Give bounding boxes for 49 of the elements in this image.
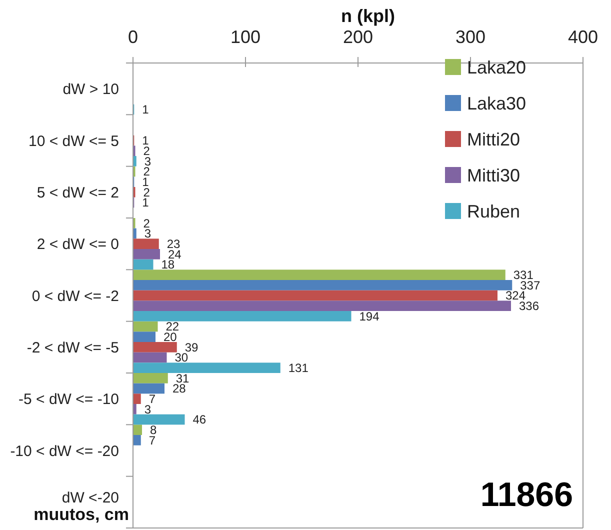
y-tick-label: -5 < dW <= -10 <box>18 391 119 408</box>
bar <box>133 342 177 352</box>
bar <box>133 249 160 260</box>
data-label: 194 <box>359 309 380 324</box>
x-tick-label: 100 <box>230 27 261 47</box>
bar <box>133 311 352 322</box>
bar <box>133 435 141 446</box>
bar <box>133 394 141 404</box>
data-label: 1 <box>142 102 150 117</box>
legend-label: Laka30 <box>467 93 526 114</box>
legend-label: Mitti30 <box>467 165 520 186</box>
bar <box>133 404 136 414</box>
legend-label: Laka20 <box>467 57 526 78</box>
y-tick-label: 2 < dW <= 0 <box>36 236 119 254</box>
data-label: 131 <box>288 361 309 376</box>
annotation: 11866 <box>480 476 573 514</box>
bar <box>133 270 506 280</box>
bar <box>133 383 164 394</box>
x-tick-label: 300 <box>455 27 486 47</box>
bar <box>133 238 159 249</box>
x-tick-label: 400 <box>568 27 598 47</box>
y-tick-label: dW <-20 <box>62 489 119 506</box>
bar <box>133 321 158 332</box>
legend-label: Mitti20 <box>467 129 520 150</box>
bar <box>133 424 142 435</box>
data-label: 46 <box>192 412 206 427</box>
x-axis-title: n (kpl) <box>341 6 395 26</box>
data-label: 7 <box>148 392 156 406</box>
bar <box>133 373 168 384</box>
bar <box>133 362 280 373</box>
y-tick-label: -10 < dW <= -20 <box>10 442 119 460</box>
y-tick-label: 10 < dW <= 5 <box>28 132 119 150</box>
y-tick-label: 0 < dW <= -2 <box>32 288 119 305</box>
bar <box>133 414 185 425</box>
y-tick-label: -2 < dW <= -5 <box>26 339 119 356</box>
bar <box>133 290 498 301</box>
bar <box>133 300 511 311</box>
data-label: 3 <box>144 402 152 416</box>
y-tick-label: 5 < dW <= 2 <box>36 184 119 202</box>
x-tick-label: 200 <box>342 27 374 47</box>
bar <box>133 332 156 342</box>
legend-label: Ruben <box>467 201 520 222</box>
bar <box>133 352 167 363</box>
y-axis-title: muutos, cm <box>34 505 129 524</box>
bar <box>133 156 136 166</box>
bar <box>133 259 154 270</box>
y-tick-label: dW > 10 <box>62 81 119 98</box>
bar <box>133 280 512 290</box>
x-tick-label: 0 <box>128 27 138 47</box>
